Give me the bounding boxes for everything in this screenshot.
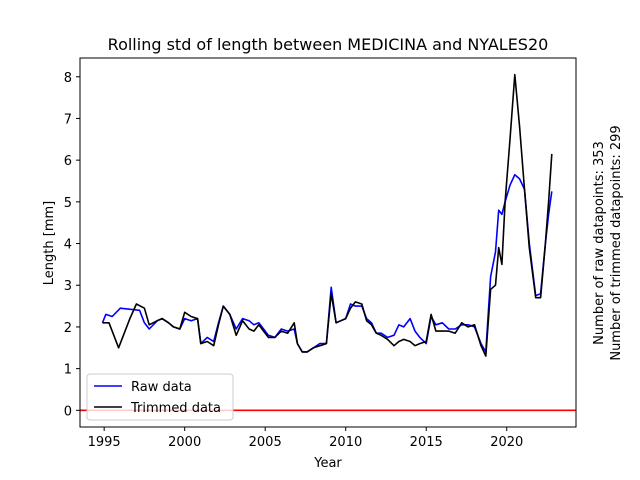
legend-box — [86, 373, 234, 421]
x-tick-label: 2005 — [249, 435, 282, 450]
y-tick-label: 1 — [64, 363, 72, 378]
x-tick-label: 1995 — [88, 435, 121, 450]
raw-count-note: Number of raw datapoints: 353 — [592, 141, 607, 345]
x-tick-label: 2010 — [329, 435, 362, 450]
x-tick-label: 2020 — [490, 435, 523, 450]
plot-frame — [79, 57, 577, 428]
y-tick-label: 7 — [64, 112, 72, 127]
chart-title: Rolling std of length between MEDICINA a… — [108, 35, 549, 54]
legend-label-raw: Raw data — [131, 380, 192, 395]
series-line-trimmed — [102, 73, 553, 357]
x-tick-label: 2000 — [168, 435, 201, 450]
legend-label-trimmed: Trimmed data — [130, 401, 221, 416]
axes: 1995 2000 2005 2010 2015 2020 0 1 2 3 4 5 6 7 8 — [64, 57, 577, 450]
plot-area — [80, 73, 576, 412]
y-axis-label: Length [mm] — [42, 201, 57, 285]
y-tick-label: 6 — [64, 154, 72, 169]
y-tick-label: 2 — [64, 321, 72, 336]
y-tick-label: 0 — [64, 404, 72, 419]
legend: Raw data Trimmed data — [86, 373, 234, 421]
y-tick-label: 5 — [64, 196, 72, 211]
series-line-raw — [101, 173, 553, 353]
trimmed-count-note: Number of trimmed datapoints: 299 — [609, 125, 624, 360]
x-tick-label: 2015 — [410, 435, 443, 450]
y-tick-label: 8 — [64, 71, 72, 86]
y-tick-label: 3 — [64, 279, 72, 294]
x-axis-label: Year — [313, 456, 342, 471]
y-tick-label: 4 — [64, 238, 72, 253]
